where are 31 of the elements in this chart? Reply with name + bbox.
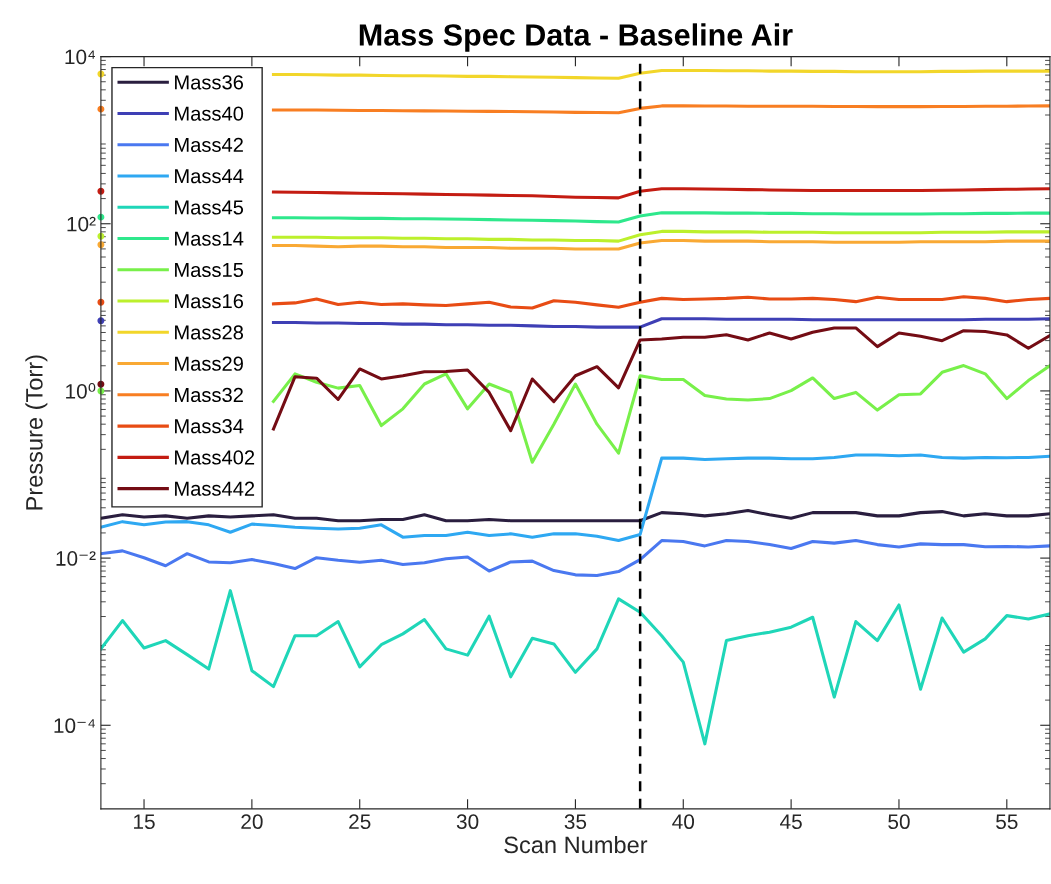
legend-label: Mass34 (175, 419, 244, 434)
y-tick-label: 10² (67, 216, 96, 232)
x-axis-title: Scan Number (504, 835, 648, 854)
legend-label: Mass15 (175, 263, 244, 278)
legend-label: Mass442 (175, 481, 255, 496)
x-tick-label: 50 (888, 814, 910, 830)
legend-label: Mass16 (175, 294, 244, 309)
y-tick-label: 10⁻² (56, 551, 96, 566)
chart-title: Mass Spec Data - Baseline Air (359, 23, 793, 52)
y-tick-label: 10⁻⁴ (54, 718, 95, 734)
legend-label: Mass14 (175, 231, 244, 246)
y-tick-label: 10⁰ (66, 383, 96, 399)
legend-label: Mass40 (175, 106, 244, 121)
legend-label: Mass29 (175, 356, 243, 371)
legend-label: Mass42 (175, 137, 243, 153)
x-tick-label: 15 (134, 814, 155, 830)
legend-label: Mass28 (175, 325, 244, 340)
x-tick-label: 20 (241, 814, 263, 830)
y-tick-label: 10⁴ (65, 49, 95, 65)
x-tick-label: 25 (349, 814, 371, 830)
y-axis-title: Pressure (Torr) (25, 355, 48, 510)
legend-label: Mass32 (175, 387, 243, 403)
x-tick-label: 45 (780, 814, 802, 830)
legend-label: Mass44 (175, 169, 244, 184)
x-tick-label: 40 (672, 814, 695, 830)
x-tick-label: 30 (456, 814, 479, 830)
x-tick-label: 55 (996, 814, 1018, 830)
legend-label: Mass45 (175, 200, 244, 215)
legend-label: Mass402 (175, 450, 255, 465)
legend-label: Mass36 (175, 75, 244, 90)
x-tick-label: 35 (564, 814, 587, 830)
